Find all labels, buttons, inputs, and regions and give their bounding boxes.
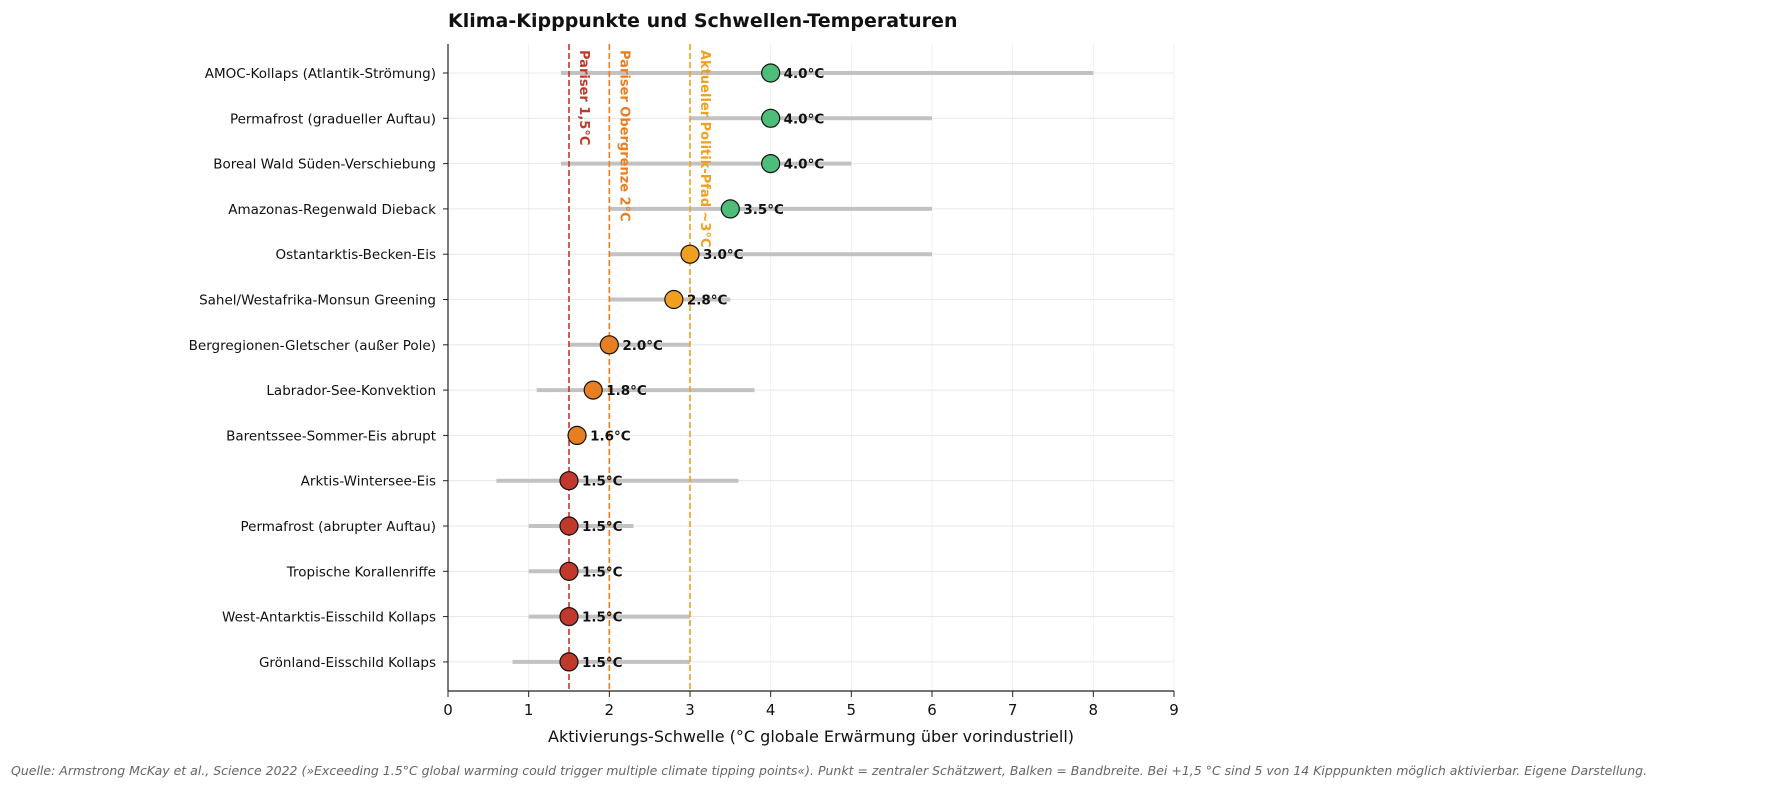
value-label: 3.0°C: [703, 247, 744, 263]
x-tick-label: 4: [766, 701, 776, 719]
value-label: 1.5°C: [582, 519, 623, 535]
value-label: 4.0°C: [784, 66, 825, 82]
x-tick-label: 7: [1008, 701, 1018, 719]
value-label: 1.5°C: [582, 474, 623, 490]
category-label: Permafrost (abrupter Auftau): [240, 519, 436, 535]
data-point: [720, 199, 740, 219]
data-point: [680, 244, 700, 264]
value-label: 2.0°C: [622, 338, 663, 354]
reference-label: Aktueller Politik-Pfad ~3°C: [697, 50, 712, 248]
category-label: Tropische Korallenriffe: [286, 564, 436, 580]
data-point: [567, 425, 587, 445]
data-point: [583, 380, 603, 400]
data-point: [559, 516, 579, 536]
category-label: Labrador-See-Konvektion: [266, 383, 436, 399]
data-point: [761, 63, 781, 83]
x-tick-label: 3: [685, 701, 695, 719]
data-point: [559, 561, 579, 581]
value-label: 4.0°C: [784, 157, 825, 173]
value-label: 1.5°C: [582, 610, 623, 626]
category-label: West-Antarktis-Eisschild Kollaps: [222, 610, 436, 626]
category-label: Boreal Wald Süden-Verschiebung: [213, 157, 436, 173]
data-point: [559, 471, 579, 491]
category-label: AMOC-Kollaps (Atlantik-Strömung): [205, 66, 436, 82]
value-label: 2.8°C: [687, 293, 728, 309]
x-tick-label: 9: [1169, 701, 1179, 719]
value-label: 1.5°C: [582, 564, 623, 580]
x-tick-label: 0: [443, 701, 453, 719]
value-label: 1.5°C: [582, 655, 623, 671]
data-point: [761, 154, 781, 174]
data-points: 4.0°C 4.0°C 4.0°C 3.5°C 3.0°C 2.8°C 2.0°C 1.8°C…: [559, 63, 825, 672]
chart-title: Klima-Kipppunkte und Schwellen-Temperatu…: [448, 10, 957, 32]
x-tick-label: 1: [524, 701, 534, 719]
source-note: Quelle: Armstrong McKay et al., Science …: [11, 763, 1647, 778]
category-label: Barentssee-Sommer-Eis abrupt: [226, 428, 436, 444]
category-label: Ostantarktis-Becken-Eis: [275, 247, 436, 263]
category-label: Sahel/Westafrika-Monsun Greening: [199, 293, 436, 309]
axes: AMOC-Kollaps (Atlantik-Strömung) Permafro…: [189, 44, 1179, 719]
category-label: Grönland-Eisschild Kollaps: [259, 655, 436, 671]
category-label: Bergregionen-Gletscher (außer Pole): [189, 338, 436, 354]
gridlines: [447, 44, 1175, 691]
reference-label: Pariser 1,5°C: [576, 50, 591, 145]
x-axis-label: Aktivierungs-Schwelle (°C globale Erwärm…: [548, 727, 1074, 746]
category-label: Amazonas-Regenwald Dieback: [228, 202, 436, 218]
data-point: [559, 606, 579, 627]
reference-label: Pariser Obergrenze 2°C: [616, 50, 631, 222]
category-label: Permafrost (gradueller Auftau): [230, 111, 436, 127]
value-label: 1.8°C: [606, 383, 647, 399]
data-point: [559, 652, 579, 672]
x-tick-label: 6: [927, 701, 937, 719]
category-label: Arktis-Wintersee-Eis: [301, 474, 436, 490]
x-tick-label: 5: [847, 701, 857, 719]
x-tick-label: 8: [1089, 701, 1099, 719]
data-point: [664, 289, 684, 310]
x-tick-label: 2: [605, 701, 615, 719]
data-point: [599, 335, 619, 355]
value-label: 4.0°C: [784, 111, 825, 127]
value-label: 1.6°C: [590, 428, 631, 444]
value-label: 3.5°C: [743, 202, 784, 218]
data-point: [761, 108, 781, 128]
reference-lines: Pariser 1,5°C Pariser Obergrenze 2°C Aktue…: [568, 44, 712, 691]
